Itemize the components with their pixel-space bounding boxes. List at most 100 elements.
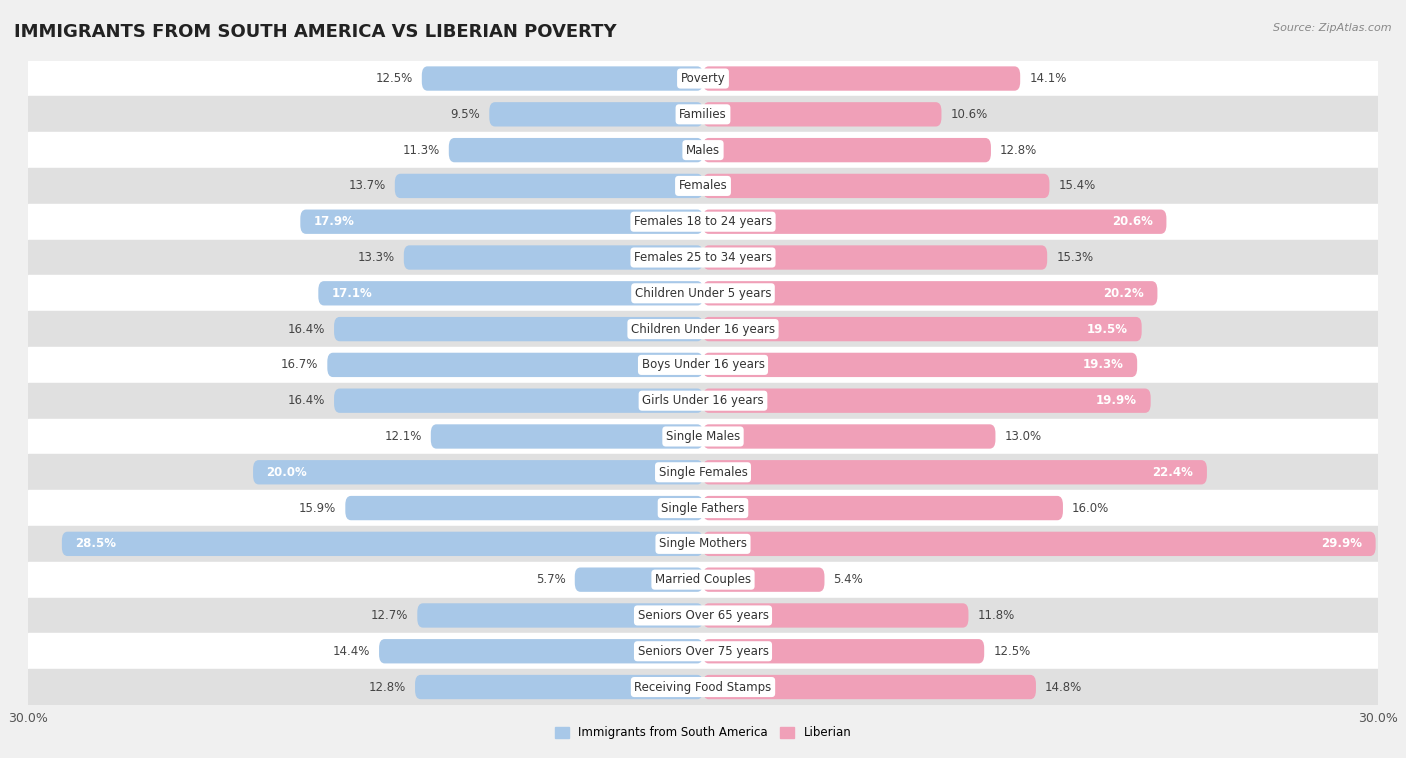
Text: 12.5%: 12.5% (993, 645, 1031, 658)
FancyBboxPatch shape (335, 317, 703, 341)
FancyBboxPatch shape (703, 568, 824, 592)
Text: Single Mothers: Single Mothers (659, 537, 747, 550)
Bar (28, 454, 1378, 490)
FancyBboxPatch shape (418, 603, 703, 628)
Text: 20.2%: 20.2% (1104, 287, 1144, 300)
Text: Girls Under 16 years: Girls Under 16 years (643, 394, 763, 407)
Text: 14.4%: 14.4% (333, 645, 370, 658)
Text: 11.3%: 11.3% (402, 143, 440, 157)
FancyBboxPatch shape (422, 67, 703, 91)
Text: 17.9%: 17.9% (314, 215, 354, 228)
Bar (28, 240, 1378, 275)
FancyBboxPatch shape (318, 281, 703, 305)
FancyBboxPatch shape (703, 639, 984, 663)
Text: Families: Families (679, 108, 727, 121)
FancyBboxPatch shape (703, 603, 969, 628)
Text: Males: Males (686, 143, 720, 157)
Text: Single Males: Single Males (666, 430, 740, 443)
Text: 16.7%: 16.7% (281, 359, 318, 371)
Text: IMMIGRANTS FROM SOUTH AMERICA VS LIBERIAN POVERTY: IMMIGRANTS FROM SOUTH AMERICA VS LIBERIA… (14, 23, 617, 41)
Text: 5.4%: 5.4% (834, 573, 863, 586)
Text: 22.4%: 22.4% (1153, 465, 1194, 479)
Text: 12.8%: 12.8% (1000, 143, 1038, 157)
FancyBboxPatch shape (253, 460, 703, 484)
Bar (28, 562, 1378, 597)
Text: 10.6%: 10.6% (950, 108, 987, 121)
FancyBboxPatch shape (335, 389, 703, 413)
Text: 12.5%: 12.5% (375, 72, 413, 85)
Text: 9.5%: 9.5% (450, 108, 481, 121)
Text: Seniors Over 65 years: Seniors Over 65 years (637, 609, 769, 622)
FancyBboxPatch shape (703, 389, 1150, 413)
FancyBboxPatch shape (415, 675, 703, 699)
FancyBboxPatch shape (703, 460, 1206, 484)
Bar (28, 275, 1378, 312)
FancyBboxPatch shape (404, 246, 703, 270)
Bar (28, 347, 1378, 383)
FancyBboxPatch shape (703, 496, 1063, 520)
FancyBboxPatch shape (703, 174, 1049, 198)
Text: 11.8%: 11.8% (977, 609, 1015, 622)
FancyBboxPatch shape (346, 496, 703, 520)
Text: 16.0%: 16.0% (1071, 502, 1109, 515)
Text: 12.7%: 12.7% (371, 609, 408, 622)
Text: Single Fathers: Single Fathers (661, 502, 745, 515)
Text: Married Couples: Married Couples (655, 573, 751, 586)
Bar (28, 312, 1378, 347)
FancyBboxPatch shape (489, 102, 703, 127)
Text: 5.7%: 5.7% (536, 573, 565, 586)
Text: 19.9%: 19.9% (1097, 394, 1137, 407)
Text: 16.4%: 16.4% (288, 394, 325, 407)
Bar (28, 61, 1378, 96)
Text: Seniors Over 75 years: Seniors Over 75 years (637, 645, 769, 658)
FancyBboxPatch shape (575, 568, 703, 592)
FancyBboxPatch shape (301, 209, 703, 234)
Text: 14.8%: 14.8% (1045, 681, 1083, 694)
Text: Females: Females (679, 180, 727, 193)
Text: 20.0%: 20.0% (267, 465, 308, 479)
Bar (28, 96, 1378, 132)
Text: 15.4%: 15.4% (1059, 180, 1095, 193)
FancyBboxPatch shape (449, 138, 703, 162)
Bar (28, 526, 1378, 562)
Text: Females 18 to 24 years: Females 18 to 24 years (634, 215, 772, 228)
Text: Children Under 5 years: Children Under 5 years (634, 287, 772, 300)
Text: 17.1%: 17.1% (332, 287, 373, 300)
FancyBboxPatch shape (703, 531, 1375, 556)
Text: 20.6%: 20.6% (1112, 215, 1153, 228)
Bar (28, 383, 1378, 418)
FancyBboxPatch shape (703, 209, 1167, 234)
Text: 29.9%: 29.9% (1322, 537, 1362, 550)
Text: 28.5%: 28.5% (76, 537, 117, 550)
Text: 13.3%: 13.3% (357, 251, 395, 264)
Legend: Immigrants from South America, Liberian: Immigrants from South America, Liberian (550, 722, 856, 744)
FancyBboxPatch shape (328, 352, 703, 377)
Bar (28, 597, 1378, 634)
FancyBboxPatch shape (703, 138, 991, 162)
FancyBboxPatch shape (703, 67, 1021, 91)
Text: Children Under 16 years: Children Under 16 years (631, 323, 775, 336)
FancyBboxPatch shape (380, 639, 703, 663)
Bar (28, 418, 1378, 454)
Bar (28, 204, 1378, 240)
FancyBboxPatch shape (703, 352, 1137, 377)
Text: 13.0%: 13.0% (1004, 430, 1042, 443)
FancyBboxPatch shape (62, 531, 703, 556)
Bar (28, 168, 1378, 204)
Text: 19.3%: 19.3% (1083, 359, 1123, 371)
Bar (28, 132, 1378, 168)
FancyBboxPatch shape (703, 675, 1036, 699)
Text: Females 25 to 34 years: Females 25 to 34 years (634, 251, 772, 264)
Text: 15.3%: 15.3% (1056, 251, 1094, 264)
FancyBboxPatch shape (703, 246, 1047, 270)
Text: Boys Under 16 years: Boys Under 16 years (641, 359, 765, 371)
Text: 15.9%: 15.9% (299, 502, 336, 515)
Text: Source: ZipAtlas.com: Source: ZipAtlas.com (1274, 23, 1392, 33)
Text: Single Females: Single Females (658, 465, 748, 479)
FancyBboxPatch shape (703, 317, 1142, 341)
Text: 12.8%: 12.8% (368, 681, 406, 694)
FancyBboxPatch shape (703, 281, 1157, 305)
Text: 12.1%: 12.1% (384, 430, 422, 443)
Text: 14.1%: 14.1% (1029, 72, 1067, 85)
FancyBboxPatch shape (703, 424, 995, 449)
